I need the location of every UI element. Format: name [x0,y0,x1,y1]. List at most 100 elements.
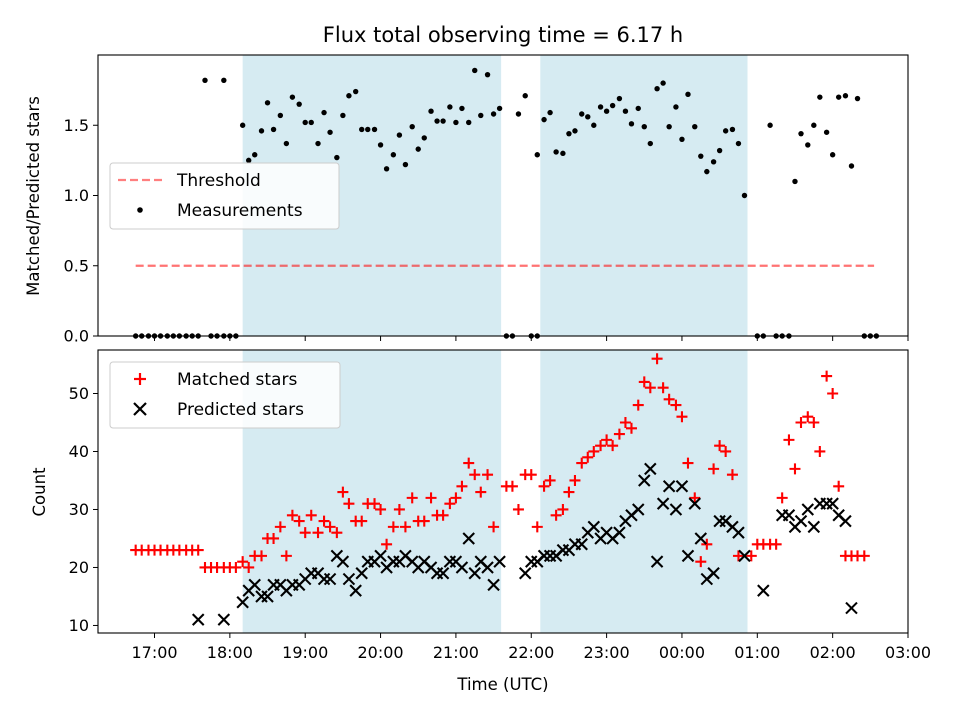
predicted-star-point [349,584,362,597]
matched-star-point [444,498,456,510]
bottom-legend-box [109,361,341,429]
matched-star-point [399,521,411,533]
measurement-point [722,128,729,134]
predicted-star-point [374,549,387,563]
predicted-star-point [587,520,601,534]
predicted-star-point [462,532,475,545]
matched-star-point [619,416,631,428]
matched-star-point [525,469,537,481]
predicted-star-point [807,520,821,534]
measurement-point [459,105,465,112]
x-tick-label: 02:00 [810,643,856,662]
matched-star-point [475,486,487,498]
matched-star-point [708,463,720,475]
matched-star-point [601,434,613,446]
predicted-star-point [236,596,249,609]
matched-star-point [268,532,280,544]
measurement-point [421,135,427,141]
matched-star-point [802,411,814,423]
matched-star-point [369,498,381,510]
measurement-point [371,126,378,133]
matched-star-point [463,457,475,469]
measurement-point [798,130,804,137]
measurement-point [522,93,528,99]
predicted-star-point [669,503,683,516]
measurement-point [597,104,604,110]
bottom-legend: Matched stars Predicted stars [109,361,341,429]
predicted-star-point [688,497,702,510]
matched-star-point [280,550,292,562]
measurement-point [383,166,390,172]
measurement-point [302,119,308,126]
measurement-point [270,126,277,133]
measurement-point [252,152,258,158]
measurement-point [692,123,698,130]
measurement-point [835,94,842,100]
matched-star-point [418,515,430,527]
bottom-x-ticks: 17:00 18:00 19:00 20:00 21:00 22:00 23:00 00:00… [131,633,931,662]
predicted-star-point [481,561,494,574]
measurement-point [321,109,327,116]
matched-star-point [833,480,845,492]
matched-star-point [789,463,801,475]
matched-star-point [456,480,468,492]
measurement-point [415,146,421,152]
matched-star-point [827,387,839,399]
predicted-star-point [845,601,858,615]
measurement-point [440,118,446,124]
measurement-point [741,192,748,199]
measurement-point [547,109,553,116]
y-tick-label: 1.0 [64,186,89,205]
measurement-point [854,95,861,102]
matched-star-point [356,515,368,527]
matched-star-point [689,492,701,504]
predicted-legend-swatch [133,402,147,416]
predicted-star-point [681,549,695,563]
legend-threshold-label: Threshold [176,171,261,191]
top-legend: Threshold Measurements [109,162,340,230]
measurement-point [823,129,830,135]
chart-title: Flux total observing time = 6.17 h [323,23,683,47]
matched-star-point [506,480,518,492]
measurement-point [609,102,616,109]
predicted-star-point [820,497,833,510]
predicted-star-point [487,578,500,592]
measurement-point [352,88,359,95]
measurement-point [359,126,365,133]
measurement-point [560,150,566,157]
matched-star-point [488,521,500,533]
measurement-point [628,121,635,127]
measurement-point [616,95,623,102]
matched-star-point [657,382,669,394]
matched-star-point [544,474,556,486]
matched-star-point [482,469,494,481]
matched-star-point [644,382,656,394]
predicted-star-point [613,526,626,539]
y-tick-label: 0.0 [64,327,89,346]
predicted-star-point [525,555,538,568]
matched-star-point [437,509,449,521]
matched-star-point [858,550,870,562]
x-tick-label: 20:00 [358,643,404,662]
measurement-point [346,93,352,99]
measurement-point [472,67,478,74]
measurement-point [377,142,384,148]
matched-star-point [286,509,298,521]
matched-star-point [343,498,355,510]
matched-star-point [550,509,562,521]
measurement-point [585,114,591,120]
matched-star-point [595,440,607,452]
legend-matched-label: Matched stars [177,370,297,390]
measurement-points [132,67,880,339]
measurement-point [534,152,540,158]
x-tick-label: 03:00 [885,643,931,662]
measurement-point [698,153,704,159]
matched-star-point [538,480,550,492]
matched-star-point [312,527,324,539]
matched-star-point [714,440,726,452]
matched-star-point [337,486,349,498]
measurement-point [660,80,666,86]
matched-star-point [324,521,336,533]
predicted-star-point [675,480,689,493]
